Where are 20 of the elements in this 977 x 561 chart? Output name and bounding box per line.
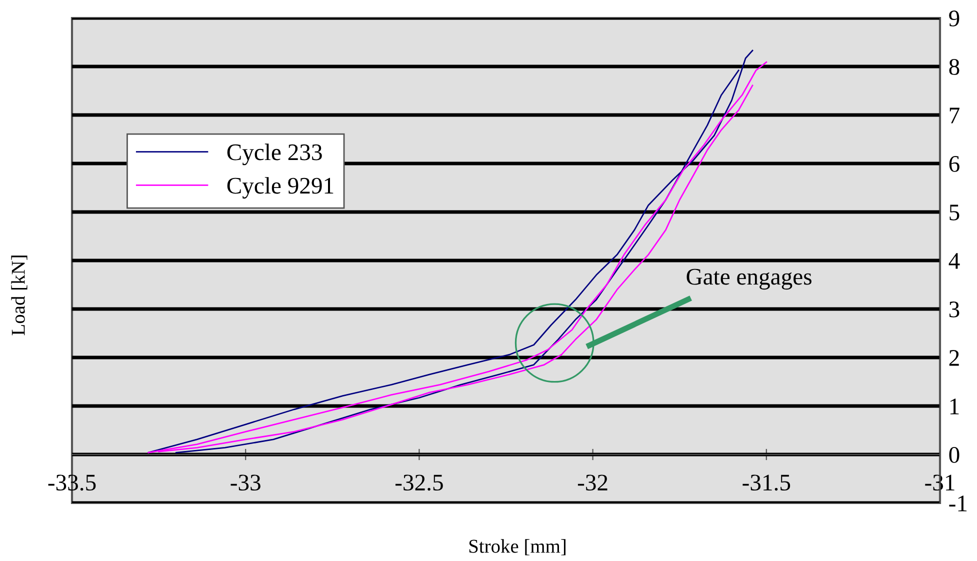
y-tick-label: 9 (949, 10, 960, 26)
legend-label: Cycle 233 (227, 144, 322, 166)
y-axis-title: Load [kN] (11, 256, 28, 336)
y-tick-label: 6 (949, 156, 960, 172)
y-tick-label: 2 (949, 350, 959, 366)
y-tick-label: -1 (949, 496, 967, 512)
y-tick-label: 8 (949, 58, 960, 75)
y-tick-label: 1 (950, 398, 959, 414)
y-tick-label: 7 (950, 108, 960, 124)
y-tick-label: 4 (948, 253, 960, 269)
annotation: Gate engages (686, 268, 812, 290)
x-tick-label: -32.5 (395, 474, 443, 491)
x-tick-label: -32 (578, 474, 608, 491)
x-tick-label: -31.5 (742, 474, 790, 491)
y-tick-label: 3 (949, 302, 960, 318)
y-tick-label: 5 (950, 204, 960, 220)
legend-label: Cycle 9291 (227, 177, 334, 199)
x-tick-label: -33 (230, 474, 260, 491)
y-tick-label: 0 (949, 446, 960, 463)
x-axis-title: Stroke [mm] (469, 539, 566, 556)
